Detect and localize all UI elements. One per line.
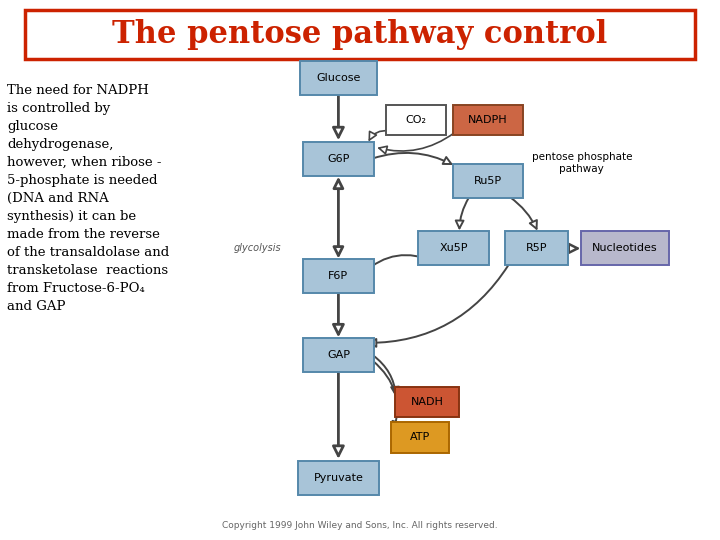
Text: Xu5P: Xu5P <box>439 244 468 253</box>
Text: ATP: ATP <box>410 433 430 442</box>
Text: G6P: G6P <box>327 154 350 164</box>
FancyBboxPatch shape <box>505 231 568 265</box>
Text: NADH: NADH <box>410 397 444 407</box>
Text: Pyruvate: Pyruvate <box>313 473 364 483</box>
FancyBboxPatch shape <box>303 338 374 373</box>
FancyBboxPatch shape <box>298 461 379 495</box>
FancyBboxPatch shape <box>453 105 523 135</box>
Text: Nucleotides: Nucleotides <box>592 244 658 253</box>
FancyBboxPatch shape <box>386 105 446 135</box>
FancyBboxPatch shape <box>580 231 670 265</box>
FancyBboxPatch shape <box>395 387 459 417</box>
Text: Glucose: Glucose <box>316 73 361 83</box>
Text: The pentose pathway control: The pentose pathway control <box>112 18 608 50</box>
Text: F6P: F6P <box>328 272 348 281</box>
Text: pentose phosphate
pathway: pentose phosphate pathway <box>531 152 632 174</box>
Text: The need for NADPH
is controlled by
glucose
dehydrogenase,
however, when ribose : The need for NADPH is controlled by gluc… <box>7 84 169 313</box>
FancyBboxPatch shape <box>453 164 523 198</box>
Text: Copyright 1999 John Wiley and Sons, Inc. All rights reserved.: Copyright 1999 John Wiley and Sons, Inc.… <box>222 521 498 530</box>
Text: NADPH: NADPH <box>468 115 508 125</box>
FancyBboxPatch shape <box>303 260 374 294</box>
FancyBboxPatch shape <box>25 10 695 59</box>
Text: CO₂: CO₂ <box>405 115 427 125</box>
FancyBboxPatch shape <box>303 142 374 176</box>
FancyBboxPatch shape <box>418 231 489 265</box>
FancyBboxPatch shape <box>391 422 449 453</box>
Text: GAP: GAP <box>327 350 350 360</box>
Text: Ru5P: Ru5P <box>474 176 503 186</box>
Text: R5P: R5P <box>526 244 547 253</box>
Text: glycolysis: glycolysis <box>234 244 282 253</box>
FancyBboxPatch shape <box>300 61 377 95</box>
